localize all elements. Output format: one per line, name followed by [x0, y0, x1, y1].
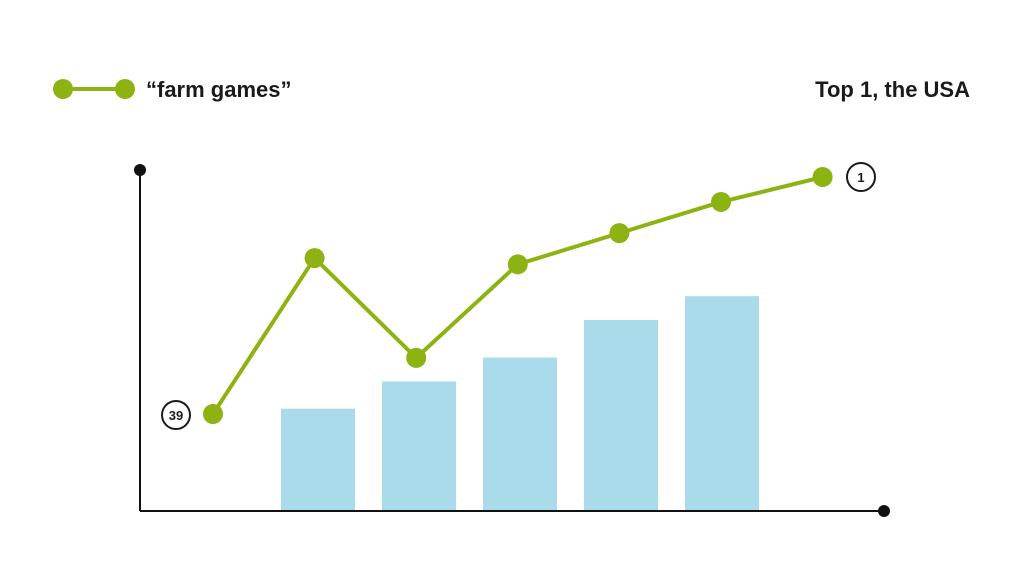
bar: [281, 408, 355, 511]
bar: [685, 296, 759, 511]
line-point: [711, 191, 731, 212]
end-rank-badge: 1: [846, 162, 876, 192]
end-rank-label: 1: [857, 170, 864, 185]
start-rank-badge-circle: [161, 400, 191, 430]
line-point: [304, 248, 325, 269]
chart-title: Top 1, the USA: [815, 77, 970, 102]
bars-group: [281, 296, 759, 511]
line-group: [203, 167, 833, 424]
start-rank-badge: 39: [161, 400, 191, 430]
line-point: [406, 347, 427, 368]
y-axis-end-dot: [134, 164, 146, 176]
line-point: [609, 223, 630, 244]
legend-label: “farm games”: [146, 77, 292, 102]
legend-dot: [115, 79, 135, 99]
bar: [382, 381, 456, 511]
axes-group: [134, 164, 890, 517]
legend: “farm games”: [53, 77, 292, 102]
bar: [584, 320, 658, 511]
line-point: [203, 404, 223, 424]
line-point: [812, 167, 833, 187]
x-axis-end-dot: [878, 505, 890, 517]
end-rank-badge-circle: [846, 162, 876, 192]
bar: [483, 357, 557, 511]
line-point: [507, 254, 528, 275]
start-rank-label: 39: [169, 408, 183, 423]
legend-dot: [53, 79, 73, 99]
